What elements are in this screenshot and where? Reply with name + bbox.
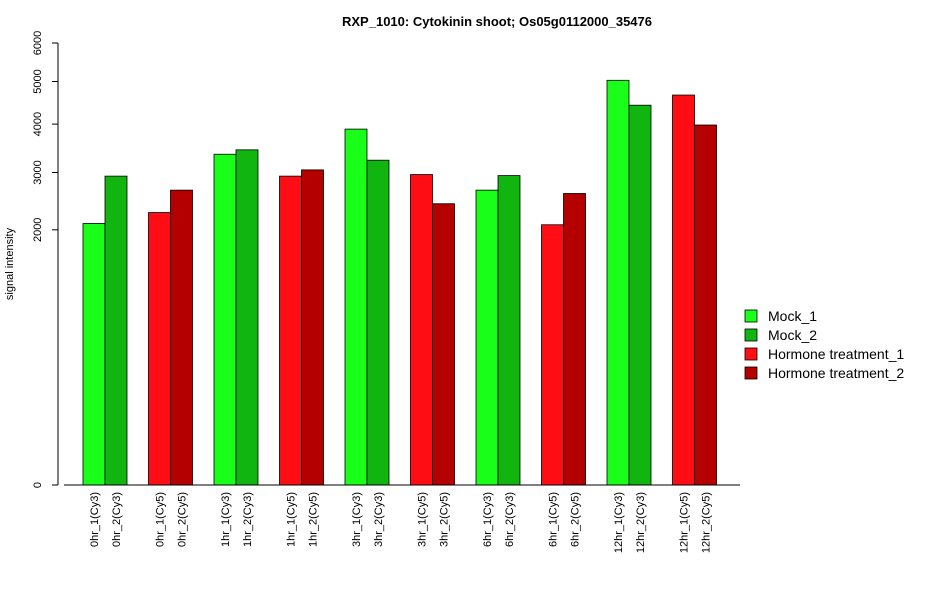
x-tick-label: 6hr_1(Cy3) bbox=[482, 492, 494, 547]
x-tick-label: 3hr_2(Cy3) bbox=[373, 492, 385, 547]
bar bbox=[629, 105, 651, 485]
y-tick-label: 5000 bbox=[32, 69, 44, 93]
bar bbox=[433, 204, 455, 485]
bar bbox=[542, 225, 564, 485]
x-tick-label: 12hr_2(Cy5) bbox=[701, 492, 713, 553]
bar bbox=[345, 129, 367, 485]
bar bbox=[607, 80, 629, 485]
x-tick-label: 0hr_1(Cy5) bbox=[155, 492, 167, 547]
y-tick-label: 6000 bbox=[32, 31, 44, 55]
bar bbox=[214, 154, 236, 485]
y-tick-label: 2000 bbox=[32, 218, 44, 242]
legend-swatch bbox=[745, 348, 757, 360]
legend-label: Mock_1 bbox=[768, 308, 817, 324]
x-tick-label: 1hr_1(Cy5) bbox=[286, 492, 298, 547]
bar bbox=[302, 170, 324, 485]
bar bbox=[149, 213, 171, 485]
x-tick-label: 6hr_2(Cy5) bbox=[570, 492, 582, 547]
x-tick-label: 0hr_2(Cy3) bbox=[111, 492, 123, 547]
x-tick-label: 12hr_1(Cy5) bbox=[679, 492, 691, 553]
x-tick-label: 0hr_1(Cy3) bbox=[89, 492, 101, 547]
x-tick-label: 1hr_2(Cy3) bbox=[242, 492, 254, 547]
bar bbox=[171, 190, 193, 485]
x-tick-label: 1hr_1(Cy3) bbox=[220, 492, 232, 547]
x-tick-label: 6hr_1(Cy5) bbox=[548, 492, 560, 547]
bar bbox=[564, 193, 586, 485]
y-axis-label: signal intensity bbox=[4, 227, 16, 300]
bars bbox=[64, 80, 740, 485]
legend-label: Mock_2 bbox=[768, 327, 817, 343]
bar bbox=[280, 176, 302, 485]
x-tick-label: 12hr_2(Cy3) bbox=[635, 492, 647, 553]
bar-chart: RXP_1010: Cytokinin shoot; Os05g0112000_… bbox=[0, 0, 950, 600]
bar bbox=[105, 176, 127, 485]
legend-label: Hormone treatment_1 bbox=[768, 346, 904, 362]
y-tick-label: 4000 bbox=[32, 112, 44, 136]
x-tick-label: 6hr_2(Cy3) bbox=[504, 492, 516, 547]
x-tick-label: 12hr_1(Cy3) bbox=[613, 492, 625, 553]
bar bbox=[673, 95, 695, 485]
y-tick-label: 0 bbox=[32, 482, 44, 488]
legend: Mock_1 Mock_2 Hormone treatment_1 Hormone t… bbox=[745, 308, 904, 381]
bar bbox=[695, 125, 717, 485]
x-tick-label: 3hr_2(Cy5) bbox=[439, 492, 451, 547]
bar bbox=[367, 160, 389, 485]
bar bbox=[83, 224, 105, 485]
y-axis: 0 2000 3000 4000 5000 6000 bbox=[32, 31, 58, 488]
x-tick-label: 0hr_2(Cy5) bbox=[177, 492, 189, 547]
x-tick-label: 3hr_1(Cy5) bbox=[417, 492, 429, 547]
bar bbox=[476, 190, 498, 485]
bar bbox=[498, 176, 520, 485]
chart-title: RXP_1010: Cytokinin shoot; Os05g0112000_… bbox=[342, 14, 652, 29]
bar bbox=[411, 175, 433, 485]
legend-label: Hormone treatment_2 bbox=[768, 365, 904, 381]
y-tick-label: 3000 bbox=[32, 160, 44, 184]
bar bbox=[236, 150, 258, 485]
x-tick-labels: 0hr_1(Cy3) 0hr_2(Cy3) 0hr_1(Cy5) 0hr_2(Cy5)… bbox=[89, 492, 713, 553]
x-tick-label: 3hr_1(Cy3) bbox=[351, 492, 363, 547]
legend-swatch bbox=[745, 310, 757, 322]
legend-swatch bbox=[745, 329, 757, 341]
x-tick-label: 1hr_2(Cy5) bbox=[308, 492, 320, 547]
legend-swatch bbox=[745, 367, 757, 379]
